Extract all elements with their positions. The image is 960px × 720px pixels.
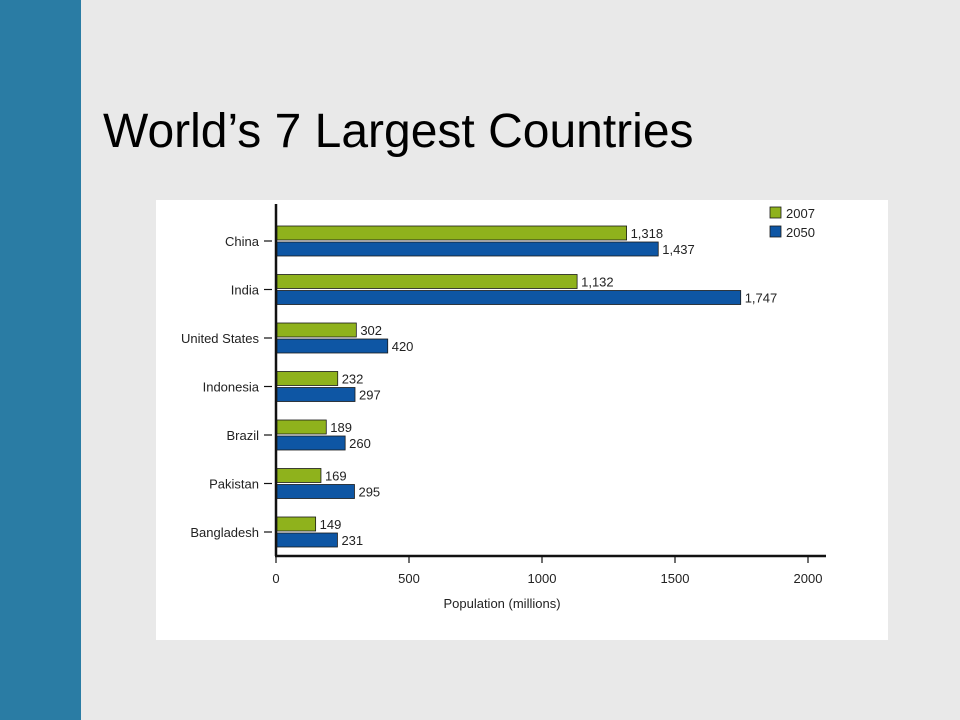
data-label-indonesia-2007: 232 — [342, 372, 364, 387]
data-label-bangladesh-2007: 149 — [320, 517, 342, 532]
legend-swatch-2007 — [769, 206, 782, 219]
bar-bangladesh-2007 — [276, 516, 317, 532]
category-label-china: China — [225, 234, 260, 249]
category-label-pakistan: Pakistan — [209, 477, 259, 492]
data-label-pakistan-2050: 295 — [358, 485, 380, 500]
bar-india-2007 — [276, 274, 578, 289]
chart-panel: 0 500 1000 1500 2000 Population (millions) Chi… — [156, 200, 888, 640]
bar-india-2050 — [276, 290, 742, 305]
data-label-pakistan-2007: 169 — [325, 469, 347, 484]
legend-label-2050: 2050 — [786, 225, 815, 240]
data-label-united-states-2007: 302 — [360, 323, 382, 338]
bar-china-2007 — [276, 225, 627, 241]
slide-title: World’s 7 Largest Countries — [103, 105, 694, 158]
bar-indonesia-2007 — [276, 371, 339, 386]
data-label-india-2050: 1,747 — [745, 291, 778, 306]
side-accent-bar — [0, 0, 81, 720]
bar-brazil-2050 — [276, 435, 346, 451]
data-label-china-2050: 1,437 — [662, 242, 695, 257]
bar-united-states-2050 — [276, 338, 389, 354]
legend-swatch-2050 — [769, 225, 782, 238]
bar-brazil-2007 — [276, 419, 327, 435]
data-label-india-2007: 1,132 — [581, 275, 614, 290]
x-axis-title: Population (millions) — [443, 596, 560, 611]
x-tick-label-1000: 1000 — [528, 571, 557, 586]
legend-label-2007: 2007 — [786, 206, 815, 221]
category-label-india: India — [231, 283, 260, 298]
data-label-indonesia-2050: 297 — [359, 388, 381, 403]
category-label-brazil: Brazil — [226, 428, 259, 443]
x-tick-label-0: 0 — [272, 571, 279, 586]
data-label-brazil-2050: 260 — [349, 436, 371, 451]
data-label-bangladesh-2050: 231 — [341, 533, 363, 548]
bar-bangladesh-2050 — [276, 532, 338, 548]
population-bar-chart: 0 500 1000 1500 2000 Population (millions) Chi… — [181, 204, 826, 611]
bar-pakistan-2050 — [276, 484, 355, 499]
x-tick-label-1500: 1500 — [661, 571, 690, 586]
category-label-united-states: United States — [181, 331, 260, 346]
category-label-indonesia: Indonesia — [203, 380, 260, 395]
data-label-brazil-2007: 189 — [330, 420, 352, 435]
bar-united-states-2007 — [276, 322, 357, 338]
bar-pakistan-2007 — [276, 468, 322, 483]
bar-indonesia-2050 — [276, 387, 356, 402]
category-label-bangladesh: Bangladesh — [190, 525, 259, 540]
x-tick-label-2000: 2000 — [794, 571, 823, 586]
data-label-united-states-2050: 420 — [392, 339, 414, 354]
data-label-china-2007: 1,318 — [631, 226, 664, 241]
bar-china-2050 — [276, 241, 659, 257]
x-tick-label-500: 500 — [398, 571, 420, 586]
